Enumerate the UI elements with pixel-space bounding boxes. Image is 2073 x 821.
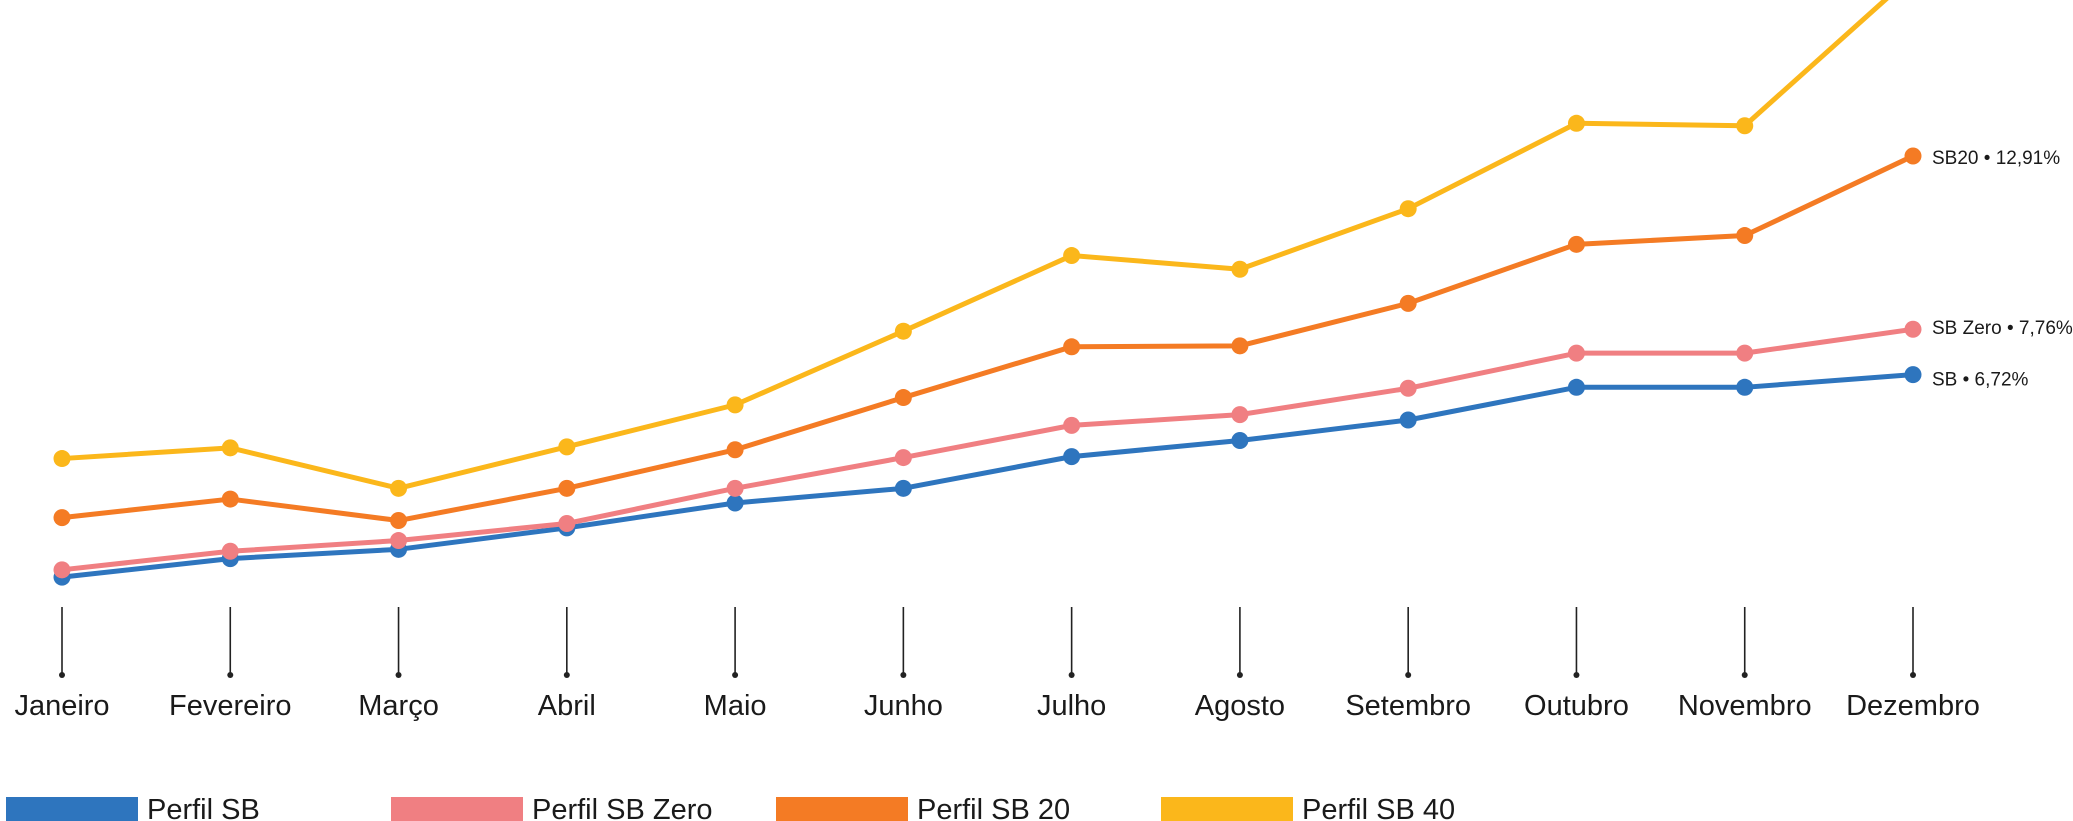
month-label: Junho <box>864 690 943 722</box>
month-tick-dot <box>732 672 739 678</box>
data-point <box>1567 378 1585 396</box>
series-end-labels: SB • 6,72%SB Zero • 7,76%SB20 • 12,91%SB… <box>1932 148 2073 391</box>
data-point <box>1567 114 1585 132</box>
month-label: Outubro <box>1524 690 1629 722</box>
data-point <box>1567 235 1585 253</box>
data-point <box>1231 432 1249 450</box>
data-point <box>1399 411 1417 429</box>
data-point <box>1231 406 1249 424</box>
legend-label: Perfil SB Zero <box>532 794 713 821</box>
data-point <box>1904 366 1922 384</box>
series-0 <box>53 366 1922 586</box>
month-axis: Janeiro Fevereiro Março Abril Maio Junho Julho… <box>14 607 1980 722</box>
data-point <box>894 479 912 497</box>
legend-swatch <box>776 797 908 821</box>
data-point <box>221 490 239 508</box>
data-point <box>726 441 744 459</box>
month-tick-dot <box>900 672 907 678</box>
month-label: Janeiro <box>14 690 109 722</box>
legend-item: Perfil SB 20 <box>776 794 1070 821</box>
month-tick-dot <box>1573 672 1580 678</box>
month-label: Maio <box>704 690 767 722</box>
series-line <box>59 153 1916 524</box>
data-point <box>53 561 71 579</box>
legend-item: Perfil SB 40 <box>1161 794 1455 821</box>
series-line <box>59 326 1916 573</box>
legend-label: Perfil SB 20 <box>917 794 1070 821</box>
month-label: Abril <box>538 690 596 722</box>
data-point <box>558 438 576 456</box>
legend-label: Perfil SB <box>147 794 260 821</box>
data-point <box>390 479 408 497</box>
series-lines <box>53 0 1922 586</box>
data-point <box>558 514 576 532</box>
month-tick-dot <box>1405 672 1412 678</box>
month-tick-dot <box>1068 672 1075 678</box>
data-point <box>1736 378 1754 396</box>
series-end-label: SB • 6,72% <box>1932 370 2029 391</box>
series-line <box>59 0 1889 491</box>
data-point <box>726 396 744 414</box>
data-point <box>1231 337 1249 355</box>
data-point <box>1904 320 1922 338</box>
data-point <box>1399 294 1417 312</box>
legend: Perfil SB Perfil SB Zero Perfil SB 20 Perfi… <box>6 794 1455 821</box>
month-label: Setembro <box>1345 690 1471 722</box>
month-label: Março <box>358 690 439 722</box>
data-point <box>894 449 912 467</box>
data-point <box>221 542 239 560</box>
data-point <box>1231 260 1249 278</box>
data-point <box>558 479 576 497</box>
data-point <box>1567 344 1585 362</box>
data-point <box>1399 200 1417 218</box>
month-label: Dezembro <box>1846 690 1980 722</box>
month-tick-dot <box>563 672 570 678</box>
month-tick-dot <box>1236 672 1243 678</box>
data-point <box>1399 379 1417 397</box>
data-point <box>390 512 408 530</box>
data-point <box>1063 338 1081 356</box>
month-tick-dot <box>59 672 65 678</box>
data-point <box>1736 344 1754 362</box>
month-label: Fevereiro <box>169 690 292 722</box>
legend-swatch <box>1161 797 1293 821</box>
month-tick-dot <box>227 672 234 678</box>
series-2 <box>53 147 1922 530</box>
data-point <box>221 439 239 457</box>
legend-item: Perfil SB Zero <box>391 794 713 821</box>
data-point <box>1736 117 1754 135</box>
data-point <box>53 509 71 527</box>
series-3 <box>53 0 1889 497</box>
month-label: Novembro <box>1678 690 1812 722</box>
month-tick-dot <box>1741 672 1748 678</box>
data-point <box>390 532 408 550</box>
data-point <box>1063 247 1081 265</box>
data-point <box>1904 147 1922 165</box>
data-point <box>726 494 744 512</box>
data-point <box>1736 227 1754 245</box>
data-point <box>726 479 744 497</box>
data-point <box>53 450 71 468</box>
legend-item: Perfil SB <box>6 794 260 821</box>
month-label: Julho <box>1037 690 1106 722</box>
legend-swatch <box>391 797 523 821</box>
month-label: Agosto <box>1195 690 1285 722</box>
series-end-label: SB Zero • 7,76% <box>1932 318 2073 339</box>
data-point <box>1063 448 1081 466</box>
legend-swatch <box>6 797 138 821</box>
series-1 <box>53 320 1922 579</box>
month-tick-dot <box>395 672 402 678</box>
series-line <box>59 372 1916 580</box>
month-tick-dot <box>1910 672 1916 678</box>
series-end-label: SB20 • 12,91% <box>1932 148 2060 169</box>
data-point <box>894 322 912 340</box>
data-point <box>894 389 912 407</box>
legend-label: Perfil SB 40 <box>1302 794 1455 821</box>
data-point <box>1063 416 1081 434</box>
